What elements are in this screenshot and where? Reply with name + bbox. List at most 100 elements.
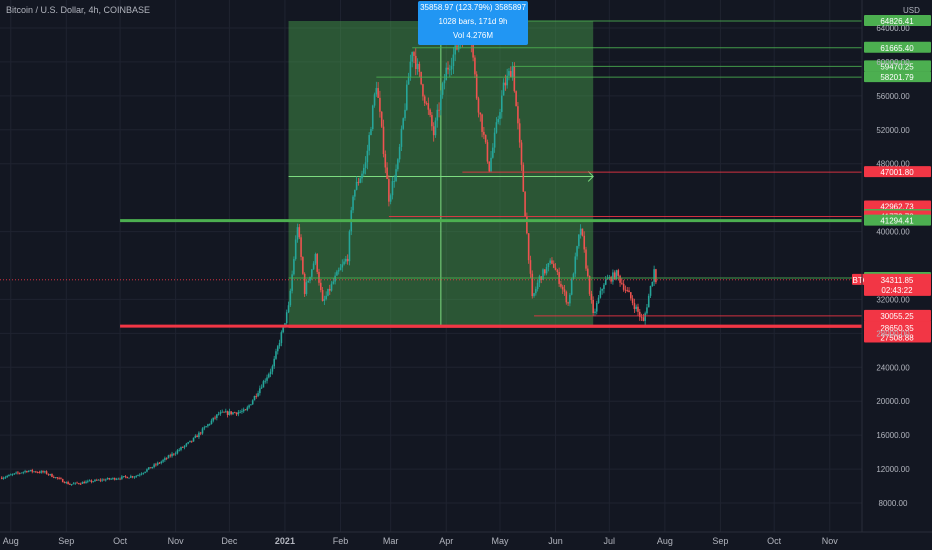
candle-body xyxy=(121,476,123,479)
candle-body xyxy=(533,293,535,297)
candle-body xyxy=(314,254,317,264)
price-tick-label: 12000.00 xyxy=(876,465,910,474)
candle-body xyxy=(377,88,379,98)
candle-body xyxy=(590,293,593,300)
candle-body xyxy=(336,271,338,276)
candle-body xyxy=(542,269,544,280)
candle-body xyxy=(42,471,44,473)
candle-body xyxy=(87,480,89,482)
candle-body xyxy=(29,469,32,471)
candle-body xyxy=(599,290,602,298)
price-axis[interactable]: USD 8000.00 12000.00 16000.00 20000.00 24000.… xyxy=(861,0,920,532)
candle-body xyxy=(379,97,381,112)
candle-body xyxy=(481,114,483,132)
candle-body xyxy=(432,126,435,136)
measure-info-box: 35858.97 (123.79%) 3585897 1028 bars, 17… xyxy=(418,1,528,45)
candle-body xyxy=(176,450,179,454)
candle-body xyxy=(287,305,290,313)
candle-body xyxy=(13,473,16,475)
time-tick-label: Aug xyxy=(3,536,19,546)
candle-body xyxy=(115,478,118,480)
candle-body xyxy=(490,157,492,172)
candle-body xyxy=(606,278,609,280)
candle-body xyxy=(189,440,191,443)
candle-body xyxy=(158,462,161,464)
time-axis[interactable]: Aug Sep Oct Nov Dec 2021 Feb Mar Apr May Jun Jul Aug… xyxy=(0,531,932,546)
candle-body xyxy=(535,289,537,294)
candle-body xyxy=(479,112,482,115)
candle-body xyxy=(567,302,569,304)
candle-body xyxy=(388,179,390,202)
candle-body xyxy=(576,246,578,257)
candle-body xyxy=(431,115,433,127)
candle-body xyxy=(33,471,35,473)
candle-body xyxy=(155,464,157,466)
candle-body xyxy=(90,480,93,482)
price-tick-label: 60000.00 xyxy=(876,58,910,67)
candle-body xyxy=(422,84,424,97)
price-tick-label: 8000.00 xyxy=(879,499,908,508)
candle-body xyxy=(393,181,396,182)
price-level-value: 28650.35 xyxy=(880,324,914,333)
candle-body xyxy=(506,75,508,86)
candle-body xyxy=(289,290,292,306)
candle-body xyxy=(122,476,125,477)
candle-body xyxy=(630,292,632,299)
candle-body xyxy=(194,435,197,438)
candle-body xyxy=(255,396,258,397)
candle-body xyxy=(239,411,241,413)
candle-body xyxy=(61,479,64,483)
candle-body xyxy=(613,272,616,280)
candle-body xyxy=(604,279,607,285)
candle-body xyxy=(219,412,222,414)
candle-body xyxy=(445,67,448,81)
candle-body xyxy=(319,282,322,291)
candle-body xyxy=(83,482,86,484)
candle-body xyxy=(601,289,603,291)
candle-body xyxy=(262,381,265,388)
candle-body xyxy=(169,455,172,457)
candle-body xyxy=(355,181,358,190)
candle-body xyxy=(88,480,91,482)
candle-body xyxy=(208,424,211,425)
price-tick-label: 48000.00 xyxy=(876,160,910,169)
candle-body xyxy=(302,256,304,274)
candle-body xyxy=(67,482,69,485)
candle-body xyxy=(164,458,166,461)
candle-body xyxy=(411,52,413,62)
candle-body xyxy=(518,123,521,143)
candle-body xyxy=(76,482,78,484)
price-level-tag xyxy=(864,309,931,321)
candle-body xyxy=(484,134,487,143)
candle-body xyxy=(513,66,516,92)
candle-body xyxy=(325,295,327,300)
candle-body xyxy=(391,181,394,196)
candle-body xyxy=(296,227,299,240)
candle-body xyxy=(294,239,297,260)
candle-body xyxy=(441,83,444,95)
candle-body xyxy=(603,284,605,290)
time-tick-label: Nov xyxy=(822,536,839,546)
candle-body xyxy=(160,461,163,464)
time-tick-label: Oct xyxy=(113,536,128,546)
candle-body xyxy=(585,249,587,269)
candle-body xyxy=(440,94,442,111)
candle-body xyxy=(212,417,215,421)
candle-body xyxy=(24,471,26,472)
candle-body xyxy=(642,317,645,321)
candle-body xyxy=(395,169,397,182)
candle-body xyxy=(527,233,530,261)
time-tick-label: Oct xyxy=(767,536,782,546)
candle-body xyxy=(556,270,559,273)
candle-body xyxy=(31,469,34,472)
candle-body xyxy=(307,280,310,283)
candle-body xyxy=(397,159,399,170)
candle-body xyxy=(497,119,500,123)
candle-body xyxy=(278,343,281,347)
time-tick-label: Jul xyxy=(604,536,616,546)
candle-body xyxy=(79,483,82,485)
candle-body xyxy=(275,351,277,359)
price-tick-label: 24000.00 xyxy=(876,363,910,372)
